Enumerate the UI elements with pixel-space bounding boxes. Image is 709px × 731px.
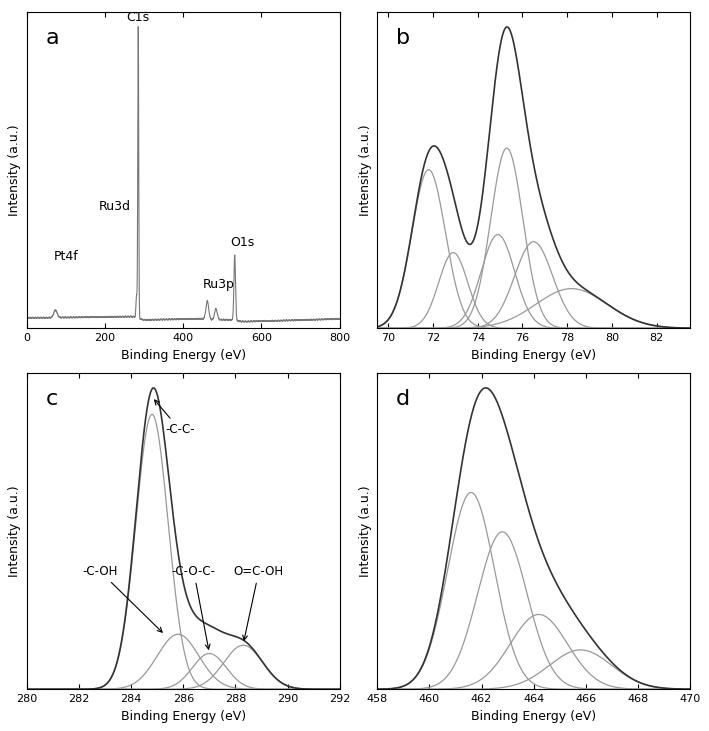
X-axis label: Binding Energy (eV): Binding Energy (eV): [121, 710, 246, 723]
Y-axis label: Intensity (a.u.): Intensity (a.u.): [359, 124, 372, 216]
Text: C1s: C1s: [127, 10, 150, 23]
Y-axis label: Intensity (a.u.): Intensity (a.u.): [359, 485, 372, 577]
Text: -C-O-C-: -C-O-C-: [172, 565, 216, 649]
Text: Ru3p: Ru3p: [203, 278, 235, 291]
X-axis label: Binding Energy (eV): Binding Energy (eV): [471, 710, 596, 723]
Text: O=C-OH: O=C-OH: [234, 565, 284, 640]
X-axis label: Binding Energy (eV): Binding Energy (eV): [121, 349, 246, 362]
Text: a: a: [45, 28, 60, 48]
Y-axis label: Intensity (a.u.): Intensity (a.u.): [9, 124, 21, 216]
X-axis label: Binding Energy (eV): Binding Energy (eV): [471, 349, 596, 362]
Text: O1s: O1s: [230, 236, 254, 249]
Text: d: d: [396, 389, 410, 409]
Y-axis label: Intensity (a.u.): Intensity (a.u.): [9, 485, 21, 577]
Text: c: c: [45, 389, 58, 409]
Text: -C-C-: -C-C-: [155, 400, 195, 436]
Text: b: b: [396, 28, 410, 48]
Text: Ru3d: Ru3d: [99, 200, 131, 213]
Text: Pt4f: Pt4f: [54, 250, 79, 263]
Text: -C-OH: -C-OH: [82, 565, 162, 632]
